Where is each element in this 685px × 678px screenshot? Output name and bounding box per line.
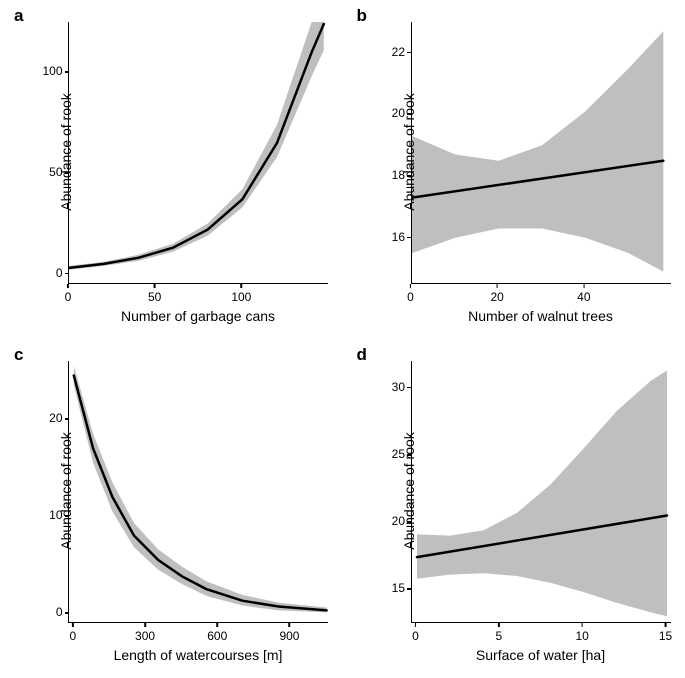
y-tick: 15: [369, 581, 405, 595]
x-tick: 0: [412, 629, 419, 643]
panel-label: b: [357, 6, 367, 26]
x-tick: 5: [495, 629, 502, 643]
confidence-ribbon: [412, 31, 663, 271]
plot-svg: [412, 22, 672, 284]
x-axis-label: Number of walnut trees: [411, 308, 671, 324]
plot-svg: [69, 361, 329, 623]
x-tick: 0: [407, 290, 414, 304]
x-tick: 600: [207, 629, 227, 643]
y-tick: 16: [369, 230, 405, 244]
y-axis-label: Abundance of rook: [401, 72, 417, 232]
y-tick: 25: [369, 447, 405, 461]
x-tick: 10: [575, 629, 588, 643]
plot-area: [68, 361, 328, 623]
plot-area: [411, 361, 671, 623]
panel-b: b 16 18 20 22 0 20 40 Abundance of rook Number of…: [343, 0, 685, 339]
x-axis-label: Number of garbage cans: [68, 308, 328, 324]
fitted-line: [74, 376, 327, 611]
y-tick: 0: [27, 266, 63, 280]
panel-d: d 15 20 25 30 0 5 10 15 Abundance of rook Surface …: [343, 339, 685, 678]
chart-grid: a050100050100Abundance of rookNumber of …: [0, 0, 685, 678]
x-tick: 100: [231, 290, 251, 304]
y-axis-label: Abundance of rook: [58, 411, 74, 571]
plot-svg: [412, 361, 672, 623]
x-tick: 300: [135, 629, 155, 643]
confidence-ribbon: [69, 0, 324, 270]
y-axis-label: Abundance of rook: [58, 72, 74, 232]
plot-area: [411, 22, 671, 284]
y-tick: 30: [369, 380, 405, 394]
x-tick: 50: [148, 290, 161, 304]
x-tick: 0: [69, 629, 76, 643]
x-tick: 0: [65, 290, 72, 304]
x-tick: 900: [279, 629, 299, 643]
x-axis-label: Surface of water [ha]: [411, 647, 671, 663]
y-tick: 22: [369, 45, 405, 59]
y-axis-label: Abundance of rook: [401, 411, 417, 571]
panel-c: c010200300600900Abundance of rookLength …: [0, 339, 343, 678]
y-tick: 20: [369, 514, 405, 528]
panel-a: a050100050100Abundance of rookNumber of …: [0, 0, 343, 339]
x-tick: 40: [577, 290, 590, 304]
y-tick: 0: [27, 605, 63, 619]
panel-label: d: [357, 345, 367, 365]
x-tick: 20: [490, 290, 503, 304]
plot-svg: [69, 22, 329, 284]
panel-label: c: [14, 345, 23, 365]
plot-area: [68, 22, 328, 284]
x-tick: 15: [659, 629, 672, 643]
x-axis-label: Length of watercourses [m]: [68, 647, 328, 663]
y-tick: 20: [369, 106, 405, 120]
panel-label: a: [14, 6, 23, 26]
confidence-ribbon: [417, 370, 667, 616]
y-tick: 18: [369, 168, 405, 182]
confidence-ribbon: [74, 366, 327, 612]
